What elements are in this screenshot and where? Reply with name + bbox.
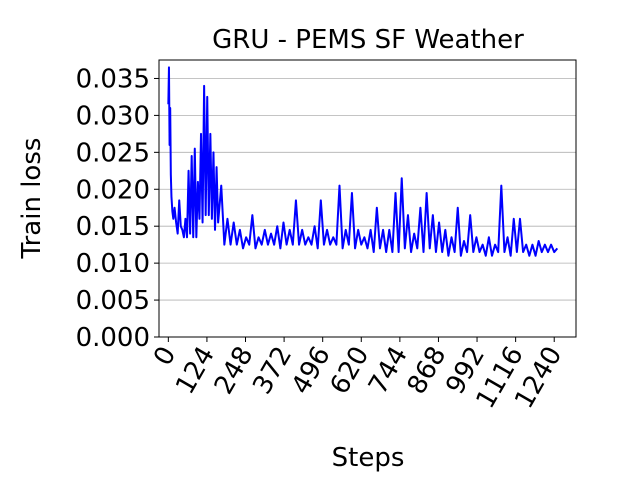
y-tick-label: 0.025 [76,138,150,168]
y-axis-label: Train loss [17,138,47,260]
y-tick-label: 0.000 [76,323,150,353]
y-tick-label: 0.010 [76,249,150,279]
y-tick-label: 0.035 [76,64,150,94]
x-axis-label: Steps [332,443,405,473]
chart-title: GRU - PEMS SF Weather [212,25,524,55]
y-tick-label: 0.005 [76,286,150,316]
y-axis: 0.000 0.005 0.010 0.015 0.020 0.025 0.030 0.035 [76,64,159,353]
y-tick-label: 0.020 [76,175,150,205]
series-layer [167,66,559,257]
y-tick-label: 0.015 [76,212,150,242]
y-tick-label: 0.030 [76,101,150,131]
series-line-0 [167,66,559,257]
plot-area [158,59,577,338]
